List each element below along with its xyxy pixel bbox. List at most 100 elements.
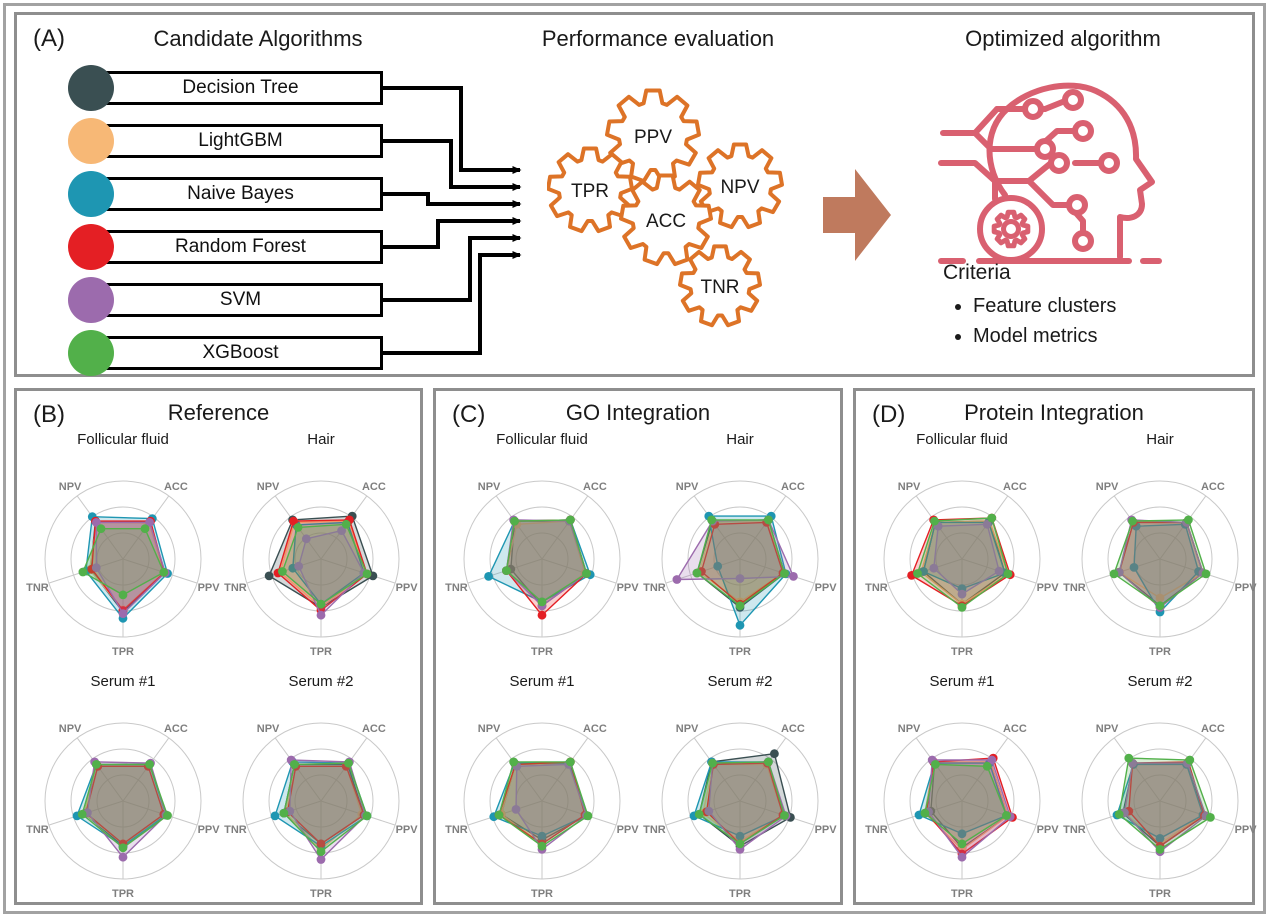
radar-axis-label-tpr: TPR [951, 888, 973, 900]
criteria-block: Criteria Feature clustersModel metrics [943, 261, 1253, 351]
radar-series-xgboost [279, 758, 372, 857]
panel-a-letter: (A) [33, 25, 65, 52]
radar-axis-label-npv: NPV [257, 481, 280, 493]
radar-chart-svg: ACC PPV TPR TNR NPV [643, 722, 838, 900]
radar-axis-label-npv: NPV [676, 723, 699, 735]
radar-axis-label-acc: ACC [781, 481, 805, 493]
radar-chart-svg: ACC PPV TPR TNR NPV [26, 480, 221, 658]
algorithm-item-random-forest: Random Forest [68, 224, 388, 270]
radar-axis-label-ppv: PPV [198, 582, 221, 594]
panel-b-reference: (B) Reference Follicular fluid ACC PPV TPR TNR… [14, 388, 423, 905]
algorithm-item-lightgbm: LightGBM [68, 118, 388, 164]
radar-axis-label-ppv: PPV [1235, 582, 1258, 594]
radar-axis-label-tpr: TPR [112, 888, 134, 900]
radar-chart-svg: ACC PPV TPR TNR NPV [224, 480, 418, 658]
radar-chart-serum-2: Serum #2 ACC PPV TPR TNR NPV [1060, 673, 1260, 907]
radar-spoke [1159, 800, 1235, 826]
radar-axis-label-tnr: TNR [865, 582, 888, 594]
radar-axis-label-tnr: TNR [26, 824, 49, 836]
panel-d-protein-integration: (D) Protein Integration Follicular fluid AC… [853, 388, 1258, 905]
radar-axis-label-acc: ACC [781, 723, 805, 735]
metric-gear-label: TPR [571, 181, 609, 202]
radar-axis-label-tnr: TNR [224, 824, 247, 836]
radar-axis-label-ppv: PPV [396, 824, 419, 836]
radar-axis-label-ppv: PPV [815, 824, 838, 836]
radar-chart-follicular-fluid: Follicular fluid ACC PPV TPR TNR NPV [442, 431, 642, 665]
radar-chart-title: Hair [1146, 431, 1174, 448]
criteria-list: Feature clustersModel metrics [943, 291, 1253, 351]
radar-axis-label-acc: ACC [1003, 723, 1027, 735]
radar-axis-label-ppv: PPV [198, 824, 221, 836]
metric-gear-ppv: PPV [605, 88, 701, 184]
performance-evaluation-title: Performance evaluation [541, 26, 775, 51]
radar-chart-follicular-fluid: Follicular fluid ACC PPV TPR TNR NPV [23, 431, 223, 665]
radar-axis-label-tpr: TPR [729, 888, 751, 900]
metric-gears-cluster: PPV TPR NPV ACC TNR [547, 88, 784, 328]
flow-arrow-icon [823, 169, 891, 261]
radar-axis-label-npv: NPV [478, 723, 501, 735]
radar-series-xgboost [78, 524, 169, 600]
radar-chart-hair: Hair ACC PPV TPR TNR NPV [221, 431, 421, 665]
radar-axis-label-tnr: TNR [445, 582, 468, 594]
radar-spoke [541, 558, 617, 584]
flow-arrow-shape [823, 169, 891, 261]
panel-a-workflow: (A) Candidate Algorithms Performance eva… [14, 12, 1255, 377]
radar-chart-follicular-fluid: Follicular fluid ACC PPV TPR TNR NPV [862, 431, 1062, 665]
radar-chart-svg: ACC PPV TPR TNR NPV [865, 480, 1060, 658]
metric-gear-label: PPV [634, 127, 672, 148]
radar-axis-label-tnr: TNR [445, 824, 468, 836]
radar-chart-serum-2: Serum #2 ACC PPV TPR TNR NPV [640, 673, 840, 907]
radar-series-xgboost [502, 515, 591, 607]
metric-gear-label: ACC [646, 211, 686, 232]
criteria-item: Feature clusters [973, 291, 1253, 321]
radar-axis-label-npv: NPV [898, 481, 921, 493]
radar-axis-label-acc: ACC [362, 723, 386, 735]
algorithm-color-dot [68, 65, 114, 111]
radar-spoke [739, 495, 787, 560]
radar-series-svm [294, 526, 369, 620]
algorithm-color-dot [68, 224, 114, 270]
radar-chart-svg: ACC PPV TPR TNR NPV [643, 480, 837, 658]
algorithm-label-box: Decision Tree [98, 71, 383, 105]
algorithm-label-box: LightGBM [98, 124, 383, 158]
metric-gear-npv: NPV [696, 142, 784, 230]
radar-spoke [739, 737, 787, 802]
radar-chart-svg: ACC PPV TPR TNR NPV [865, 722, 1059, 900]
radar-axis-label-ppv: PPV [1037, 582, 1060, 594]
radar-chart-svg: ACC PPV TPR TNR NPV [26, 722, 221, 900]
metric-gear-tnr: TNR [678, 244, 762, 328]
radar-axis-label-tnr: TNR [1063, 824, 1086, 836]
radar-series-xgboost [1114, 753, 1215, 854]
radar-spoke [739, 558, 815, 584]
radar-axis-label-tpr: TPR [531, 646, 553, 658]
radar-chart-hair: Hair ACC PPV TPR TNR NPV [640, 431, 840, 665]
radar-chart-title: Follicular fluid [77, 431, 169, 448]
radar-spoke [1113, 737, 1161, 802]
radar-axis-label-tnr: TNR [1063, 582, 1086, 594]
radar-axis-label-tnr: TNR [224, 582, 247, 594]
ai-head-icon [938, 82, 1162, 264]
metric-gear-acc: ACC [619, 173, 713, 267]
criteria-item: Model metrics [973, 321, 1253, 351]
algorithm-item-svm: SVM [68, 277, 388, 323]
radar-spoke [541, 800, 617, 826]
radar-axis-label-tpr: TPR [310, 646, 332, 658]
radar-series-xgboost [913, 513, 1013, 612]
radar-spoke [541, 495, 589, 560]
radar-axis-label-ppv: PPV [1235, 824, 1258, 836]
radar-axis-label-npv: NPV [898, 723, 921, 735]
radar-axis-label-tnr: TNR [643, 582, 666, 594]
radar-axis-label-tpr: TPR [729, 646, 751, 658]
radar-chart-serum-1: Serum #1 ACC PPV TPR TNR NPV [442, 673, 642, 907]
radar-axis-label-tnr: TNR [26, 582, 49, 594]
algorithm-item-decision-tree: Decision Tree [68, 65, 388, 111]
panel-letter: (D) [872, 401, 906, 428]
radar-axis-label-acc: ACC [362, 481, 386, 493]
radar-chart-svg: ACC PPV TPR TNR NPV [445, 722, 639, 900]
radar-chart-title: Follicular fluid [496, 431, 588, 448]
criteria-title: Criteria [943, 261, 1011, 284]
radar-axis-label-acc: ACC [583, 723, 607, 735]
panel-letter: (B) [33, 401, 65, 428]
radar-spoke [320, 558, 396, 584]
radar-chart-serum-2: Serum #2 ACC PPV TPR TNR NPV [221, 673, 421, 907]
